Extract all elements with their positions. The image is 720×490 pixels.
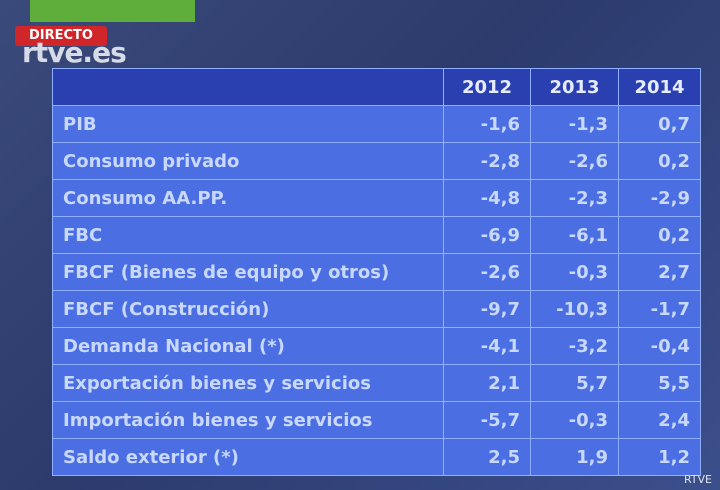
table-row: FBC -6,9 -6,1 0,2: [52, 216, 701, 254]
table-row: PIB -1,6 -1,3 0,7: [52, 105, 701, 143]
live-badge: DIRECTO: [15, 26, 107, 46]
value-cell: -2,6: [530, 142, 619, 180]
table-row: FBCF (Bienes de equipo y otros) -2,6 -0,3 2…: [52, 253, 701, 291]
value-cell: 5,7: [530, 364, 619, 402]
value-cell: -2,8: [443, 142, 531, 180]
value-cell: -1,7: [618, 290, 701, 328]
row-label: PIB: [52, 105, 444, 143]
table-row: Importación bienes y servicios -5,7 -0,3 2,…: [52, 401, 701, 439]
green-box: [30, 0, 195, 22]
row-label: Importación bienes y servicios: [52, 401, 444, 439]
column-header: 2014: [618, 68, 701, 106]
watermark: RTVE: [683, 473, 712, 486]
row-label: Consumo privado: [52, 142, 444, 180]
value-cell: 2,4: [618, 401, 701, 439]
value-cell: -1,6: [443, 105, 531, 143]
value-cell: -1,3: [530, 105, 619, 143]
value-cell: 1,9: [530, 438, 619, 476]
row-label: Exportación bienes y servicios: [52, 364, 444, 402]
table-row: Consumo AA.PP. -4,8 -2,3 -2,9: [52, 179, 701, 217]
forecast-table: 2012 2013 2014 PIB -1,6 -1,3 0,7 Consumo priva…: [52, 68, 701, 476]
value-cell: 1,2: [618, 438, 701, 476]
value-cell: -2,6: [443, 253, 531, 291]
value-cell: 2,1: [443, 364, 531, 402]
row-label: Consumo AA.PP.: [52, 179, 444, 217]
value-cell: 5,5: [618, 364, 701, 402]
value-cell: -0,3: [530, 401, 619, 439]
value-cell: 2,5: [443, 438, 531, 476]
value-cell: -10,3: [530, 290, 619, 328]
table-row: FBCF (Construcción) -9,7 -10,3 -1,7: [52, 290, 701, 328]
value-cell: 0,7: [618, 105, 701, 143]
row-label: FBCF (Bienes de equipo y otros): [52, 253, 444, 291]
table-row: Exportación bienes y servicios 2,1 5,7 5,5: [52, 364, 701, 402]
row-label: FBC: [52, 216, 444, 254]
header-row: 2012 2013 2014: [52, 68, 701, 106]
logo: rtve.es: [22, 36, 127, 69]
row-label: Saldo exterior (*): [52, 438, 444, 476]
table-row: Demanda Nacional (*) -4,1 -3,2 -0,4: [52, 327, 701, 365]
column-header: 2012: [443, 68, 531, 106]
value-cell: -3,2: [530, 327, 619, 365]
value-cell: -2,3: [530, 179, 619, 217]
value-cell: -0,3: [530, 253, 619, 291]
value-cell: -6,9: [443, 216, 531, 254]
value-cell: -6,1: [530, 216, 619, 254]
value-cell: -9,7: [443, 290, 531, 328]
value-cell: 0,2: [618, 216, 701, 254]
table-row: Saldo exterior (*) 2,5 1,9 1,2: [52, 438, 701, 476]
value-cell: -4,8: [443, 179, 531, 217]
value-cell: 2,7: [618, 253, 701, 291]
column-header: 2013: [530, 68, 619, 106]
header-cell: [52, 68, 444, 106]
value-cell: -4,1: [443, 327, 531, 365]
value-cell: -5,7: [443, 401, 531, 439]
row-label: FBCF (Construcción): [52, 290, 444, 328]
value-cell: 0,2: [618, 142, 701, 180]
value-cell: -2,9: [618, 179, 701, 217]
row-label: Demanda Nacional (*): [52, 327, 444, 365]
table-row: Consumo privado -2,8 -2,6 0,2: [52, 142, 701, 180]
value-cell: -0,4: [618, 327, 701, 365]
